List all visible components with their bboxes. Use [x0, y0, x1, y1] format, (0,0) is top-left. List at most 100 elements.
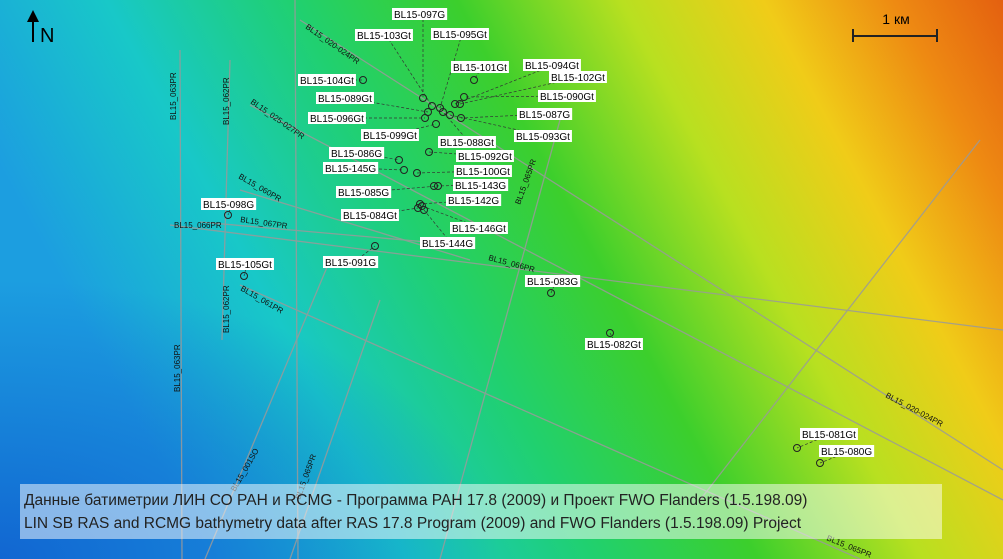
leader-line [385, 34, 433, 107]
leader-line [419, 199, 478, 205]
station-label: BL15-099Gt [363, 131, 417, 142]
station-marker [418, 202, 426, 210]
station-label: BL15-098G [203, 200, 254, 211]
station-label-box [800, 428, 858, 440]
station-label-box [216, 258, 274, 270]
station-label-box [438, 136, 496, 148]
station-marker [606, 329, 614, 337]
station-label: BL15-092Gt [458, 152, 512, 163]
station-label: BL15-084Gt [343, 211, 397, 222]
station-marker [456, 100, 464, 108]
leader-line [439, 33, 463, 109]
station-label-box [201, 198, 257, 210]
station-label: BL15-082Gt [587, 340, 641, 351]
station-label: BL15-145G [325, 164, 376, 175]
north-label: N [40, 25, 54, 47]
station-marker [421, 114, 429, 122]
station-label: BL15-090Gt [540, 92, 594, 103]
profile-label: BL15_063PR [173, 344, 182, 392]
station-label: BL15-086G [331, 149, 382, 160]
leader-line [353, 245, 376, 263]
station-label: BL15-081Gt [802, 430, 856, 441]
stations: BL15-097G BL15-103Gt BL15-095Gt BL15-101Gt B… [201, 8, 875, 467]
station-label-box [538, 90, 596, 102]
station-label: BL15-089Gt [318, 94, 372, 105]
station-label-box [298, 74, 356, 86]
station-marker [240, 272, 248, 280]
station-marker [816, 459, 824, 467]
station-label: BL15-104Gt [300, 76, 354, 87]
leader-line [454, 64, 555, 105]
station-label-box [308, 112, 366, 124]
station-label: BL15-143G [455, 181, 506, 192]
station-label-box [454, 165, 512, 177]
station-label: BL15-095Gt [433, 30, 487, 41]
station-label-box [451, 61, 509, 73]
station-label: BL15-144G [422, 239, 473, 250]
station-label-box [355, 29, 413, 41]
station-marker [457, 114, 465, 122]
station-marker [428, 102, 436, 110]
station-marker [224, 211, 232, 219]
profile-label: BL15_066PR [174, 221, 222, 230]
station-marker [413, 169, 421, 177]
station-label-box [585, 338, 643, 350]
leader-line [346, 97, 429, 113]
station-marker [439, 108, 447, 116]
station-label: BL15-103Gt [357, 31, 411, 42]
station-label: BL15-083G [527, 277, 578, 288]
leader-line [460, 113, 549, 119]
station-label-box [336, 186, 392, 198]
station-label-box [514, 130, 572, 142]
station-marker [400, 166, 408, 174]
station-label: BL15-088Gt [440, 138, 494, 149]
station-label-box [431, 28, 489, 40]
station-label-box [323, 256, 379, 268]
station-marker [793, 444, 801, 452]
profile-label: BL15_062PR [222, 285, 231, 333]
station-label: BL15-087G [519, 110, 570, 121]
station-marker [420, 206, 428, 214]
station-label: BL15-105Gt [218, 260, 272, 271]
station-marker [446, 111, 454, 119]
north-arrow [27, 10, 39, 42]
station-marker [430, 182, 438, 190]
station-label-box [341, 209, 399, 221]
station-label-box [392, 8, 448, 20]
station-marker [432, 120, 440, 128]
station-marker [395, 156, 403, 164]
station-label: BL15-101Gt [453, 63, 507, 74]
scale-label: 1 км [882, 11, 909, 27]
station-label: BL15-093Gt [516, 132, 570, 143]
station-marker [425, 148, 433, 156]
caption-box [20, 484, 942, 539]
station-marker [451, 100, 459, 108]
station-marker [371, 242, 379, 250]
station-marker [416, 200, 424, 208]
station-label-box [323, 162, 379, 174]
profile-label: BL15_062PR [222, 77, 231, 125]
station-label-box [517, 108, 573, 120]
station-label-box [446, 194, 502, 206]
station-label-box [523, 59, 581, 71]
caption-line: LIN SB RAS and RCMG bathymetry data afte… [24, 515, 802, 532]
station-label: BL15-085G [338, 188, 389, 199]
station-label: BL15-100Gt [456, 167, 510, 178]
station-label-box [316, 92, 374, 104]
station-label-box [549, 71, 607, 83]
station-label: BL15-097G [394, 10, 445, 21]
station-label: BL15-096Gt [310, 114, 364, 125]
station-label: BL15-091G [325, 258, 376, 269]
profile-label: BL15_063PR [169, 72, 178, 120]
station-label: BL15-094Gt [525, 61, 579, 72]
station-label-box [456, 150, 514, 162]
station-label: BL15-146Gt [452, 224, 506, 235]
station-marker [470, 76, 478, 84]
station-label-box [819, 445, 875, 457]
station-marker [460, 93, 468, 101]
leader-line [353, 167, 405, 171]
caption-line: Данные батиметрии ЛИН СО РАН и RCMG - Пр… [24, 492, 807, 509]
station-marker [434, 182, 442, 190]
station-marker [419, 94, 427, 102]
